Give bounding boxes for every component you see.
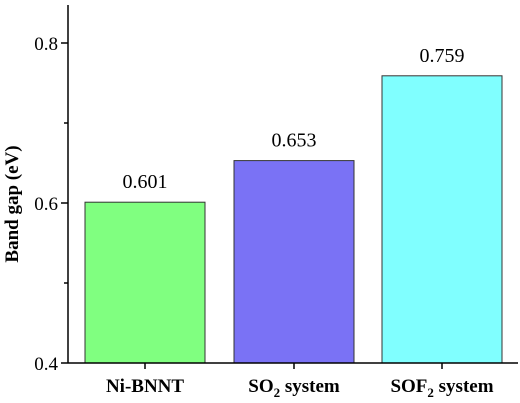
y-tick-label: 0.4 [34, 354, 58, 375]
data-labels-group: 0.601 0.653 0.759 [123, 45, 465, 193]
category-label: SO2 system [248, 376, 340, 400]
bar-3 [381, 75, 503, 364]
bar-1 [84, 201, 206, 364]
y-axis-title: Band gap (eV) [2, 145, 23, 262]
bar-value-label: 0.601 [123, 171, 168, 193]
y-ticks-group: 0.4 0.6 0.8 [34, 34, 68, 375]
bar-2 [233, 160, 355, 364]
bar-value-label: 0.759 [420, 45, 465, 67]
bars-group [84, 75, 503, 364]
category-label: SOF2 system [390, 376, 493, 400]
y-tick-label: 0.6 [34, 194, 58, 215]
x-labels-group: Ni-BNNT SO2 system SOF2 system [106, 363, 494, 400]
category-label: Ni-BNNT [106, 376, 184, 397]
bar-value-label: 0.653 [272, 130, 317, 152]
y-tick-label: 0.8 [34, 34, 58, 55]
